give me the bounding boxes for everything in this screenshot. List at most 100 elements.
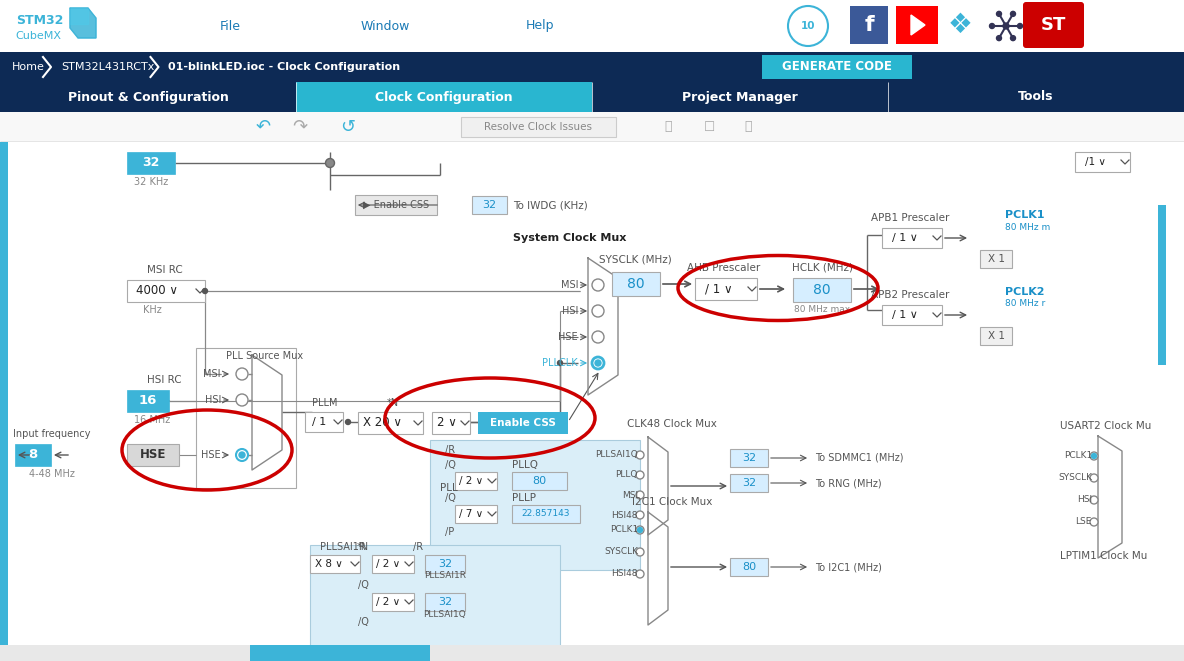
- Polygon shape: [588, 258, 618, 395]
- Polygon shape: [1098, 436, 1122, 558]
- Text: / 1 ∨: / 1 ∨: [892, 233, 918, 243]
- Text: /R: /R: [413, 542, 423, 552]
- Text: AHB Prescaler: AHB Prescaler: [688, 263, 760, 273]
- Circle shape: [346, 420, 350, 424]
- Text: 32: 32: [742, 478, 757, 488]
- Text: 22.857143: 22.857143: [522, 510, 571, 518]
- Text: PLLP: PLLP: [511, 493, 536, 503]
- Text: / 1 ∨: / 1 ∨: [892, 310, 918, 320]
- Text: CLK48 Clock Mux: CLK48 Clock Mux: [628, 419, 718, 429]
- Text: HCLK (MHz): HCLK (MHz): [791, 263, 852, 273]
- Text: STM32L431RCTx: STM32L431RCTx: [62, 62, 154, 72]
- Bar: [511, 505, 580, 523]
- Text: ↺: ↺: [341, 118, 355, 136]
- Text: 32: 32: [742, 453, 757, 463]
- Circle shape: [1092, 453, 1096, 459]
- Circle shape: [990, 24, 995, 28]
- Bar: [310, 545, 560, 653]
- Bar: [358, 412, 423, 434]
- Text: Enable CSS: Enable CSS: [490, 418, 556, 428]
- Text: 80: 80: [742, 562, 757, 572]
- Bar: [762, 55, 912, 79]
- Bar: [472, 196, 507, 214]
- Text: 01-blinkLED.ioc - Clock Configuration: 01-blinkLED.ioc - Clock Configuration: [168, 62, 400, 72]
- Bar: [455, 505, 497, 523]
- Circle shape: [1090, 496, 1098, 504]
- Text: 16: 16: [139, 395, 157, 407]
- Text: To I2C1 (MHz): To I2C1 (MHz): [815, 562, 882, 572]
- Bar: [250, 645, 430, 661]
- Bar: [793, 278, 851, 302]
- Circle shape: [636, 471, 644, 479]
- Text: HSI RC: HSI RC: [147, 375, 181, 385]
- Text: ST: ST: [1041, 16, 1066, 34]
- Circle shape: [1090, 452, 1098, 460]
- Text: HSI: HSI: [561, 306, 578, 316]
- Bar: [592, 82, 888, 112]
- Text: Tools: Tools: [1018, 91, 1054, 104]
- Circle shape: [558, 360, 562, 366]
- Text: 4000 ∨: 4000 ∨: [136, 284, 178, 297]
- Circle shape: [636, 491, 644, 499]
- Bar: [127, 444, 179, 466]
- Bar: [980, 250, 1012, 268]
- Circle shape: [596, 360, 601, 366]
- Text: /Q: /Q: [444, 460, 456, 470]
- Text: 80: 80: [533, 476, 547, 486]
- Text: 80: 80: [628, 277, 645, 291]
- Text: SYSCLK: SYSCLK: [604, 547, 638, 557]
- Bar: [0, 142, 8, 661]
- Bar: [425, 555, 465, 573]
- Circle shape: [239, 452, 245, 458]
- Text: HSI48: HSI48: [611, 510, 638, 520]
- Text: Pinout & Configuration: Pinout & Configuration: [67, 91, 229, 104]
- Text: USART2 Clock Mu: USART2 Clock Mu: [1060, 421, 1151, 431]
- Text: / 2 ∨: / 2 ∨: [375, 559, 400, 569]
- Polygon shape: [648, 437, 668, 535]
- Bar: [305, 412, 343, 432]
- FancyBboxPatch shape: [1023, 2, 1085, 48]
- Text: 🔍: 🔍: [745, 120, 752, 134]
- Text: MSI: MSI: [560, 280, 578, 290]
- Text: Window: Window: [360, 20, 410, 32]
- Text: / 1: / 1: [313, 417, 327, 427]
- Text: Clock Configuration: Clock Configuration: [375, 91, 513, 104]
- Text: HSI: HSI: [1077, 496, 1092, 504]
- Circle shape: [592, 331, 604, 343]
- Text: /Q: /Q: [358, 580, 368, 590]
- Text: HSI: HSI: [205, 395, 221, 405]
- Text: Home: Home: [12, 62, 45, 72]
- Text: 8: 8: [28, 449, 38, 461]
- Text: 10: 10: [800, 21, 816, 31]
- Text: 80 MHz max: 80 MHz max: [794, 305, 850, 315]
- Text: System Clock Mux: System Clock Mux: [514, 233, 626, 243]
- Text: ❖: ❖: [947, 11, 972, 39]
- Bar: [0, 112, 1184, 142]
- Text: 80: 80: [813, 283, 831, 297]
- Text: X 1: X 1: [987, 254, 1004, 264]
- Text: APB2 Prescaler: APB2 Prescaler: [870, 290, 950, 300]
- Text: PLLSAI1Q: PLLSAI1Q: [596, 451, 638, 459]
- Bar: [355, 195, 437, 215]
- Bar: [511, 472, 567, 490]
- Text: 🔍: 🔍: [664, 120, 671, 134]
- Text: 32: 32: [142, 157, 160, 169]
- Text: 80 MHz m: 80 MHz m: [1005, 223, 1050, 231]
- Circle shape: [592, 305, 604, 317]
- Circle shape: [789, 6, 828, 46]
- Polygon shape: [252, 355, 282, 470]
- Text: PCLK1: PCLK1: [610, 525, 638, 535]
- Text: /R: /R: [445, 445, 455, 455]
- Text: LPTIM1 Clock Mu: LPTIM1 Clock Mu: [1060, 551, 1147, 561]
- Circle shape: [636, 548, 644, 556]
- Bar: [896, 6, 938, 44]
- Text: SYSCLK: SYSCLK: [1058, 473, 1092, 483]
- Text: Project Manager: Project Manager: [682, 91, 798, 104]
- Text: 32: 32: [482, 200, 496, 210]
- Bar: [731, 474, 768, 492]
- Bar: [882, 305, 942, 325]
- Bar: [15, 444, 51, 466]
- Text: PLL: PLL: [440, 483, 458, 493]
- Circle shape: [1010, 36, 1016, 40]
- Text: LSE: LSE: [1075, 518, 1092, 527]
